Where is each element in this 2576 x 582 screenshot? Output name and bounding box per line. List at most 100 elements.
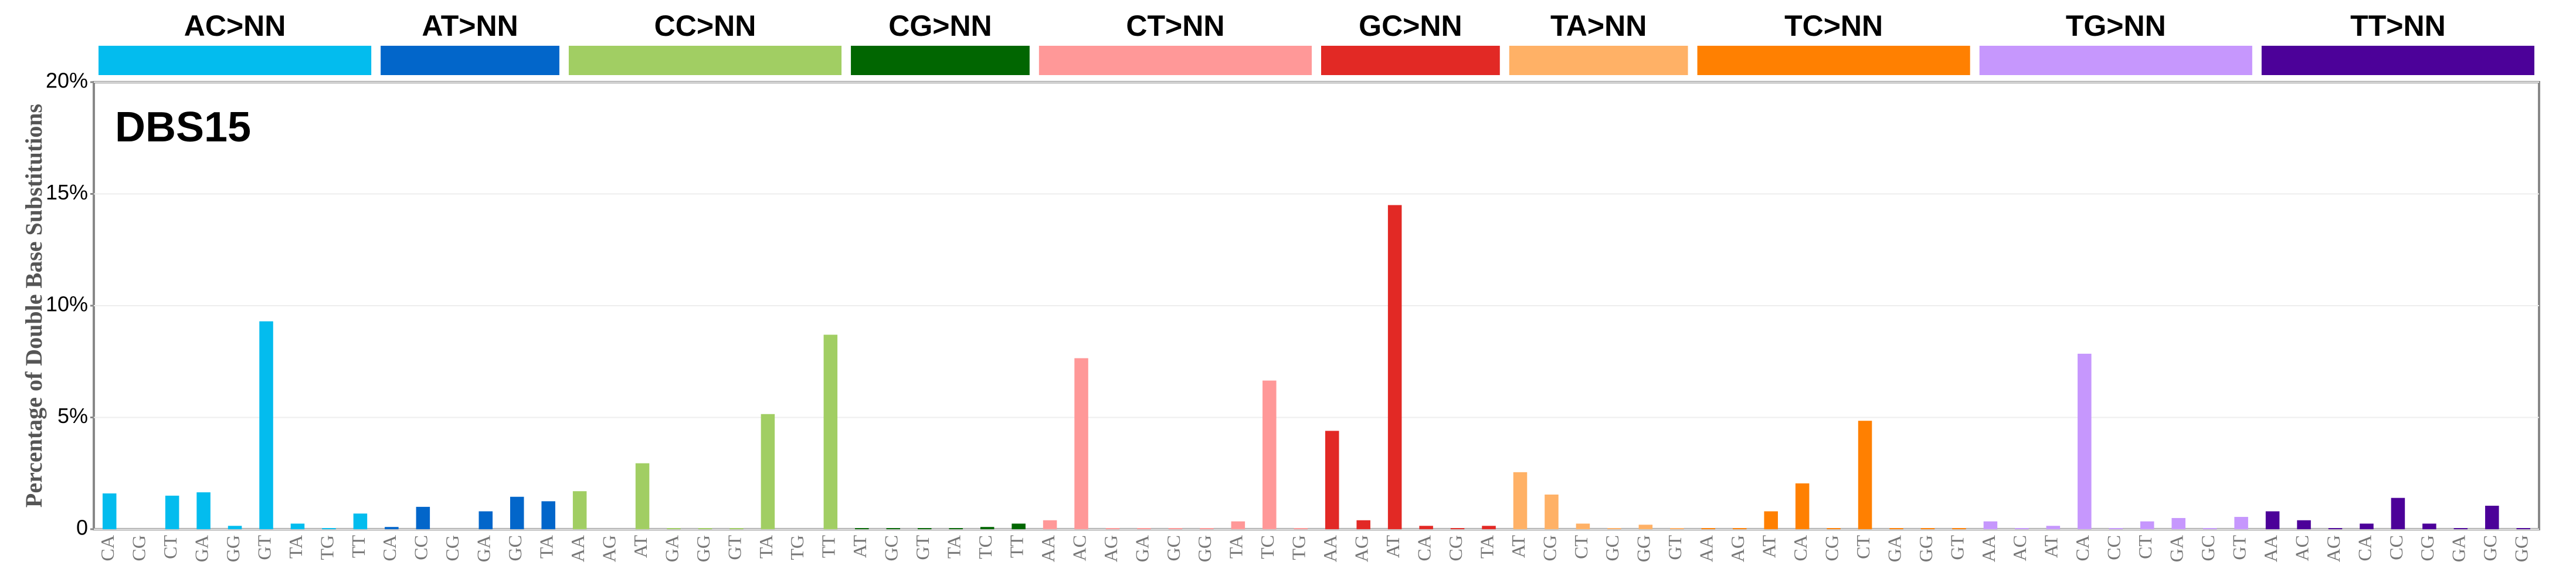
x-tick-label: TG [1288, 535, 1309, 560]
x-tick-label: TT [1006, 535, 1027, 559]
x-tick-label: TC [1257, 535, 1278, 559]
x-tick-label: AA [567, 535, 588, 562]
group-label: TG>NN [2066, 9, 2166, 42]
x-tick-label: TG [316, 535, 337, 560]
bar [980, 527, 995, 529]
group-header-bar [1697, 46, 1970, 75]
bar [2516, 528, 2531, 529]
x-tick-label: AA [2260, 535, 2281, 562]
x-tick-label: CC [2385, 535, 2407, 560]
x-tick-label: GT [253, 535, 274, 560]
bar [572, 491, 587, 529]
group-header-bar [1509, 46, 1688, 75]
bar [2015, 528, 2029, 529]
x-tick-label: CT [1570, 535, 1591, 559]
x-tick-label: AA [1037, 535, 1058, 562]
bar [541, 501, 555, 529]
bar [1482, 526, 1496, 529]
bar [886, 528, 901, 529]
group-label: CT>NN [1126, 9, 1224, 42]
x-tick-label: AT [1759, 535, 1780, 559]
x-tick-label: CG [128, 535, 150, 561]
bar [2234, 517, 2248, 529]
bar [1450, 528, 1465, 529]
x-tick-label: GA [2448, 535, 2469, 562]
bar [196, 492, 211, 529]
group-label: TT>NN [2350, 9, 2446, 42]
bar [1419, 526, 1433, 529]
bar [1889, 528, 1903, 529]
bar [1983, 521, 1998, 529]
x-tick-label: AT [630, 535, 651, 559]
bar [667, 528, 681, 529]
bar [2171, 517, 2185, 529]
bar [1545, 494, 1559, 529]
bar [1920, 528, 1935, 529]
x-tick-label: AG [1727, 535, 1748, 562]
group-label: AT>NN [422, 9, 518, 42]
bar [635, 463, 650, 529]
x-tick-label: GG [1915, 535, 1936, 562]
x-tick-label: GG [222, 535, 243, 562]
x-tick-label: GG [2511, 535, 2532, 562]
bar [1294, 528, 1308, 529]
x-tick-label: CG [442, 535, 463, 561]
x-tick-label: AC [2009, 535, 2030, 561]
bar [1043, 520, 1057, 529]
x-tick-label: CT [2134, 535, 2156, 559]
x-tick-label: CG [2417, 535, 2438, 561]
bar [1168, 528, 1183, 529]
x-tick-label: GA [473, 535, 494, 562]
x-tick-label: AT [1508, 535, 1529, 559]
bar [2109, 528, 2123, 529]
x-tick-label: CA [379, 535, 400, 561]
group-label: AC>NN [184, 9, 286, 42]
y-axis-label: Percentage of Double Base Substitutions [21, 104, 47, 507]
x-tick-label: TA [943, 535, 965, 559]
bar [228, 526, 242, 529]
bar [1356, 520, 1370, 529]
x-tick-label: GA [191, 535, 212, 562]
x-tick-label: TA [755, 535, 776, 559]
bar [385, 527, 399, 529]
bar [322, 528, 336, 529]
x-tick-label: AG [598, 535, 619, 562]
bar [353, 513, 368, 529]
bar [1137, 528, 1151, 529]
x-tick-label: GT [1664, 535, 1685, 560]
x-tick-label: GT [724, 535, 745, 560]
x-tick-label: AG [2323, 535, 2344, 562]
bar [416, 506, 430, 529]
bar [917, 528, 932, 529]
group-label: TA>NN [1550, 9, 1647, 42]
y-tick-label: 15% [46, 180, 88, 204]
x-tick-label: GC [1601, 535, 1623, 561]
x-tick-label: CC [2103, 535, 2124, 560]
bar [1325, 431, 1339, 529]
x-tick-label: CG [1821, 535, 1842, 561]
bar [1827, 528, 1841, 529]
x-tick-label: CT [1852, 535, 1874, 559]
x-tick-label: TG [786, 535, 807, 560]
x-tick-label: GT [1946, 535, 1967, 560]
x-tick-label: TA [1476, 535, 1497, 559]
bar [1732, 528, 1747, 529]
x-tick-label: AG [1351, 535, 1372, 562]
x-tick-label: AG [1100, 535, 1121, 562]
group-label: CC>NN [654, 9, 756, 42]
bar [1638, 525, 1653, 529]
x-tick-label: AA [1696, 535, 1717, 562]
bar [761, 414, 775, 529]
bar [2297, 520, 2311, 529]
x-tick-label: CG [1445, 535, 1466, 561]
x-tick-label: CA [2072, 535, 2093, 561]
bar [2453, 528, 2468, 529]
bar [729, 528, 744, 529]
group-label: TC>NN [1784, 9, 1883, 42]
group-label: CG>NN [888, 9, 992, 42]
bar [2328, 528, 2343, 529]
bar [1074, 358, 1088, 529]
bar [2265, 511, 2280, 529]
x-tick-label: AA [1978, 535, 1999, 562]
x-tick-label: GA [1883, 535, 1905, 562]
